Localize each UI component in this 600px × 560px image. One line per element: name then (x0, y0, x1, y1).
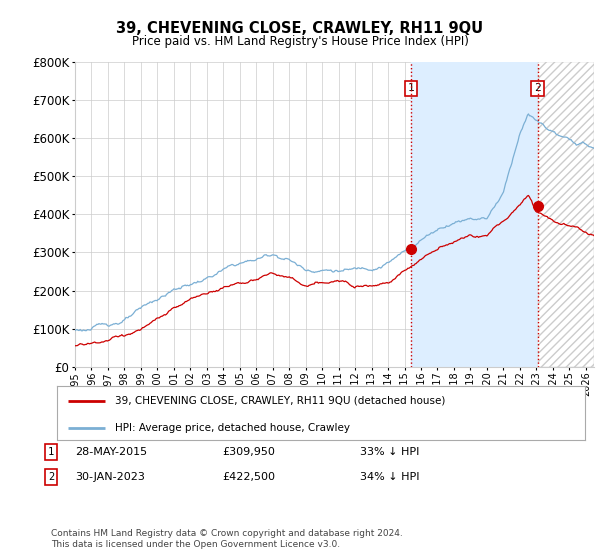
Bar (538, 62, 594, 367)
Text: 2: 2 (534, 83, 541, 94)
Text: £422,500: £422,500 (222, 472, 275, 482)
Text: 1: 1 (408, 83, 415, 94)
Text: HPI: Average price, detached house, Crawley: HPI: Average price, detached house, Craw… (115, 423, 350, 433)
Text: 2: 2 (48, 472, 54, 482)
Text: £309,950: £309,950 (222, 447, 275, 457)
Bar (411, 62, 538, 367)
Text: Contains HM Land Registry data © Crown copyright and database right 2024.
This d: Contains HM Land Registry data © Crown c… (51, 529, 403, 549)
Text: 33% ↓ HPI: 33% ↓ HPI (360, 447, 419, 457)
Text: 39, CHEVENING CLOSE, CRAWLEY, RH11 9QU: 39, CHEVENING CLOSE, CRAWLEY, RH11 9QU (116, 21, 484, 36)
Text: 28-MAY-2015: 28-MAY-2015 (75, 447, 147, 457)
Text: 1: 1 (48, 447, 54, 457)
Text: 34% ↓ HPI: 34% ↓ HPI (360, 472, 419, 482)
Text: Price paid vs. HM Land Registry's House Price Index (HPI): Price paid vs. HM Land Registry's House … (131, 35, 469, 48)
Text: 39, CHEVENING CLOSE, CRAWLEY, RH11 9QU (detached house): 39, CHEVENING CLOSE, CRAWLEY, RH11 9QU (… (115, 396, 445, 406)
Bar (538, 62, 594, 367)
Text: 30-JAN-2023: 30-JAN-2023 (75, 472, 145, 482)
